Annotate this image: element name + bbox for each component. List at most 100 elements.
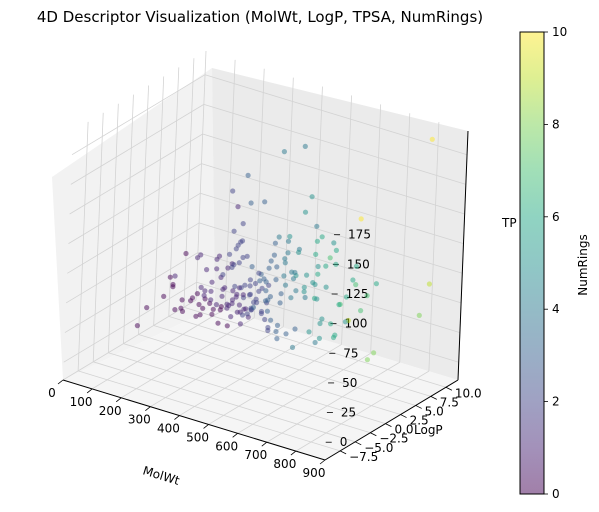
scatter-point — [215, 320, 221, 326]
scatter-point — [183, 250, 189, 257]
y-gridline — [168, 315, 431, 397]
y-tick-label: −7.5 — [349, 450, 378, 464]
scatter-point — [353, 282, 359, 288]
scatter-point — [231, 262, 237, 268]
scatter-point — [209, 311, 215, 317]
scatter-point — [235, 204, 241, 210]
scatter-point — [204, 267, 210, 273]
z-gridline — [70, 104, 205, 185]
scatter-point — [316, 335, 322, 341]
scatter-point — [296, 249, 302, 255]
scatter-point — [287, 233, 293, 240]
scatter-point — [194, 291, 200, 297]
scatter-point — [314, 223, 320, 229]
y-gridline — [153, 76, 165, 326]
z-gridline — [197, 252, 461, 333]
colorbar-fill — [520, 32, 544, 494]
scatter-point — [248, 200, 254, 206]
colorbar-tick-label: 8 — [552, 117, 560, 131]
y-tick-label: 2.5 — [410, 414, 429, 428]
z-tick-label: 75 — [343, 346, 358, 360]
scatter-point — [333, 247, 339, 253]
scatter-point — [364, 293, 370, 299]
scatter-point — [144, 305, 150, 311]
scatter-point — [224, 323, 230, 329]
y-gridline — [138, 334, 401, 415]
scatter-point — [189, 295, 196, 301]
tick-marks — [57, 234, 453, 465]
scatter-point — [219, 293, 225, 299]
scatter-point — [268, 258, 274, 264]
scatter-point — [332, 332, 338, 338]
x-tick — [261, 441, 268, 447]
x-tick-label: 800 — [273, 457, 296, 471]
scatter-point — [234, 291, 240, 297]
y-axis-line — [324, 379, 459, 461]
scatter-point — [343, 294, 349, 300]
scatter-point — [167, 274, 173, 280]
scatter-point — [302, 294, 308, 301]
x-tick — [290, 450, 297, 456]
axis-lines — [62, 130, 469, 461]
scatter-point — [288, 295, 294, 301]
z-tick-label: 150 — [347, 257, 370, 271]
x-tick-label: 900 — [303, 466, 326, 480]
scatter-point — [336, 302, 342, 308]
scatter-point — [230, 288, 236, 294]
scatter-point — [315, 263, 321, 270]
x-axis-label: MolWt — [141, 463, 181, 487]
colorbar-outline — [519, 31, 545, 495]
scatter-point — [285, 250, 291, 256]
scatter-point — [272, 240, 278, 246]
x-tick-label: 500 — [186, 430, 209, 444]
scatter-point — [179, 297, 185, 303]
y-gridline — [108, 352, 371, 434]
scatter-point — [313, 251, 319, 257]
chart-title: 4D Descriptor Visualization (MolWt, LogP… — [36, 8, 484, 26]
x-gridline — [253, 68, 265, 318]
scatter-point — [302, 143, 308, 149]
scatter-point — [309, 194, 315, 200]
x-tick-label: 700 — [244, 448, 267, 462]
scatter-point — [240, 292, 246, 298]
floor-pane — [63, 307, 458, 460]
scatter-point — [373, 281, 379, 287]
z-gridline — [201, 163, 464, 245]
scatter-point — [282, 282, 289, 288]
y-tick-label: −2.5 — [379, 432, 408, 446]
scatter-point — [214, 266, 220, 272]
scatter-point — [252, 280, 259, 287]
scatter-point — [342, 319, 348, 325]
scatter-point — [416, 312, 422, 318]
colorbar-tick-label: 6 — [552, 210, 560, 224]
y-gridline — [183, 58, 195, 308]
x-tick-label: 600 — [215, 439, 238, 453]
z-tick-label: 175 — [348, 228, 371, 242]
scatter-point — [196, 301, 202, 308]
scatter-point — [274, 336, 280, 342]
x-gridline — [91, 308, 226, 390]
scatter-point — [134, 323, 140, 329]
scatter-point — [333, 261, 339, 267]
scatter-point — [306, 329, 312, 335]
scatter-point — [301, 289, 307, 295]
y-tick-label: 7.5 — [440, 395, 459, 409]
scatter-point — [302, 209, 309, 215]
scatter-point — [178, 305, 184, 311]
scatter-point — [242, 282, 248, 288]
x-tick-label: 400 — [157, 422, 180, 436]
colorbar-tick-label: 10 — [552, 25, 567, 39]
z-gridline — [64, 252, 199, 333]
y-gridline — [107, 103, 119, 353]
scatter-point — [231, 228, 237, 234]
x-tick — [174, 415, 180, 420]
y-tick-label: 0.0 — [394, 423, 413, 437]
y-gridline — [93, 361, 356, 443]
scatter-point — [323, 263, 329, 269]
z-gridline — [204, 74, 468, 156]
scatter-point — [239, 238, 246, 244]
scatter-point — [239, 312, 246, 318]
scatter-point — [282, 260, 288, 266]
x-tick — [57, 379, 64, 385]
